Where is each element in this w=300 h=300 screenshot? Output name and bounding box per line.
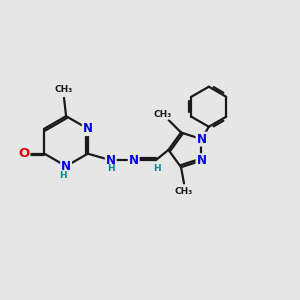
Text: N: N: [196, 154, 206, 167]
Text: N: N: [61, 160, 71, 173]
Text: CH₃: CH₃: [55, 85, 73, 94]
Text: N: N: [129, 154, 139, 167]
Text: H: H: [59, 171, 66, 180]
Text: CH₃: CH₃: [175, 187, 193, 196]
Text: N: N: [83, 122, 93, 135]
Text: H: H: [153, 164, 160, 173]
Text: N: N: [106, 154, 116, 167]
Text: O: O: [18, 147, 29, 160]
Text: N: N: [196, 133, 206, 146]
Text: CH₃: CH₃: [154, 110, 172, 119]
Text: H: H: [107, 164, 115, 173]
